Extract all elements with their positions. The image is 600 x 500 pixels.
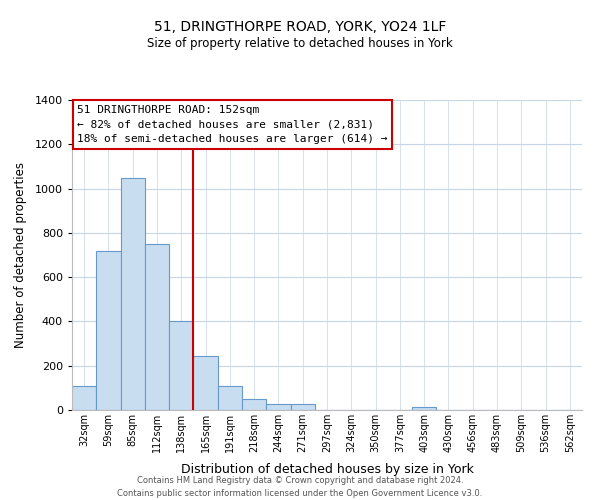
- Text: 51 DRINGTHORPE ROAD: 152sqm
← 82% of detached houses are smaller (2,831)
18% of : 51 DRINGTHORPE ROAD: 152sqm ← 82% of det…: [77, 104, 388, 144]
- Bar: [218, 386, 242, 410]
- Bar: [169, 322, 193, 410]
- Bar: [96, 250, 121, 410]
- Bar: [193, 356, 218, 410]
- Text: Contains HM Land Registry data © Crown copyright and database right 2024.
Contai: Contains HM Land Registry data © Crown c…: [118, 476, 482, 498]
- Bar: [266, 404, 290, 410]
- Bar: [72, 386, 96, 410]
- Y-axis label: Number of detached properties: Number of detached properties: [14, 162, 26, 348]
- Bar: [412, 406, 436, 410]
- Text: 51, DRINGTHORPE ROAD, YORK, YO24 1LF: 51, DRINGTHORPE ROAD, YORK, YO24 1LF: [154, 20, 446, 34]
- X-axis label: Distribution of detached houses by size in York: Distribution of detached houses by size …: [181, 464, 473, 476]
- Bar: [145, 244, 169, 410]
- Text: Size of property relative to detached houses in York: Size of property relative to detached ho…: [147, 38, 453, 51]
- Bar: [121, 178, 145, 410]
- Bar: [242, 400, 266, 410]
- Bar: [290, 404, 315, 410]
